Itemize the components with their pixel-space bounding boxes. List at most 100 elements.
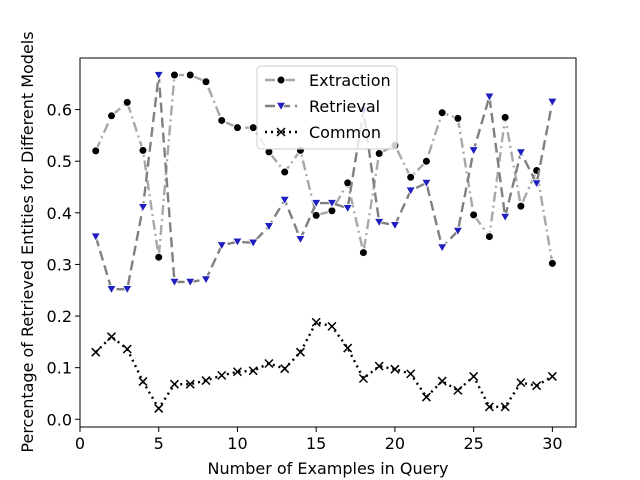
data-point xyxy=(232,237,243,247)
data-point xyxy=(515,148,527,158)
data-point xyxy=(547,371,557,381)
data-point xyxy=(516,378,526,388)
data-point xyxy=(138,145,148,155)
legend: Extraction Retrieval Common xyxy=(256,65,398,150)
data-point xyxy=(311,317,321,327)
data-point xyxy=(436,243,448,253)
data-point xyxy=(264,358,274,369)
data-point xyxy=(421,178,432,189)
data-point xyxy=(453,113,463,123)
data-point xyxy=(169,277,180,288)
data-point xyxy=(154,252,164,262)
data-point xyxy=(279,195,290,206)
legend-entry-common: Common xyxy=(265,123,381,142)
data-point xyxy=(406,172,416,182)
data-point xyxy=(469,371,479,381)
data-point xyxy=(500,112,510,122)
data-point xyxy=(280,364,290,374)
data-point xyxy=(327,321,337,331)
data-point xyxy=(106,332,117,342)
y-tick-label: 0.2 xyxy=(47,307,72,326)
y-tick-label: 0.0 xyxy=(47,410,72,429)
y-axis-title: Percentage of Retrieved Entities for Dif… xyxy=(18,31,37,452)
data-point xyxy=(185,379,195,389)
data-point xyxy=(405,186,416,196)
data-point xyxy=(106,285,117,295)
data-point xyxy=(90,232,102,242)
data-point xyxy=(201,376,211,386)
y-tick-label: 0.1 xyxy=(47,359,72,378)
series-extraction xyxy=(91,70,557,268)
data-point xyxy=(91,146,101,156)
series-retrieval xyxy=(90,71,558,295)
legend-entry-retrieval: Retrieval xyxy=(265,97,380,116)
data-point xyxy=(390,364,400,374)
data-point xyxy=(469,210,479,220)
data-point xyxy=(516,201,526,211)
legend-label: Common xyxy=(309,123,381,142)
data-point xyxy=(280,167,290,177)
data-point xyxy=(232,123,242,133)
x-tick-label: 20 xyxy=(385,434,405,453)
data-point xyxy=(547,97,558,108)
data-point xyxy=(217,370,227,380)
data-point xyxy=(248,366,258,376)
data-point xyxy=(437,108,447,118)
axes-layer: 0 5 10 15 20 25 30 0.0 0.1 0.2 0.3 0.4 0.5 0.6 xyxy=(47,101,563,453)
data-point xyxy=(122,97,132,107)
data-point xyxy=(437,376,447,386)
data-point xyxy=(342,204,353,214)
data-point xyxy=(169,379,180,389)
data-point xyxy=(453,385,463,395)
data-point xyxy=(122,344,132,354)
data-point xyxy=(169,70,179,80)
plot-frame xyxy=(79,57,577,428)
data-point xyxy=(153,71,165,81)
series-layer xyxy=(90,70,558,413)
data-point xyxy=(499,212,511,223)
data-point xyxy=(547,258,557,268)
data-point xyxy=(154,403,164,413)
x-tick-label: 10 xyxy=(227,434,247,453)
data-point xyxy=(374,361,384,371)
series-line-common xyxy=(94,321,553,410)
data-point xyxy=(310,199,322,209)
data-point xyxy=(91,347,101,357)
data-point xyxy=(217,115,227,125)
data-point xyxy=(295,347,305,357)
data-point xyxy=(532,381,542,391)
legend-marker xyxy=(276,75,286,85)
data-point xyxy=(468,146,479,156)
legend-marker xyxy=(275,102,287,112)
data-point xyxy=(295,235,306,245)
data-point xyxy=(484,402,494,412)
data-point xyxy=(374,148,384,158)
y-tick-label: 0.3 xyxy=(47,255,72,274)
data-point xyxy=(452,226,464,237)
data-point xyxy=(326,199,338,209)
data-point xyxy=(389,221,401,231)
data-point xyxy=(358,248,368,258)
data-point xyxy=(531,179,542,189)
data-point xyxy=(232,367,242,377)
data-point xyxy=(137,203,149,213)
data-point xyxy=(121,285,133,295)
x-tick-label: 30 xyxy=(542,434,562,453)
series-line-retrieval xyxy=(94,73,554,291)
data-point xyxy=(247,238,259,248)
data-point xyxy=(311,210,321,220)
data-point xyxy=(263,222,275,232)
y-tick-label: 0.4 xyxy=(47,204,72,223)
x-tick-label: 5 xyxy=(154,434,164,453)
legend-label: Retrieval xyxy=(309,97,380,116)
data-point xyxy=(216,241,228,251)
data-point xyxy=(248,123,258,133)
data-point xyxy=(201,77,211,87)
data-point xyxy=(200,275,212,285)
data-point xyxy=(406,369,416,379)
data-point xyxy=(484,232,494,242)
data-point xyxy=(138,377,148,387)
legend-box xyxy=(256,65,398,150)
x-tick-label: 25 xyxy=(463,434,483,453)
